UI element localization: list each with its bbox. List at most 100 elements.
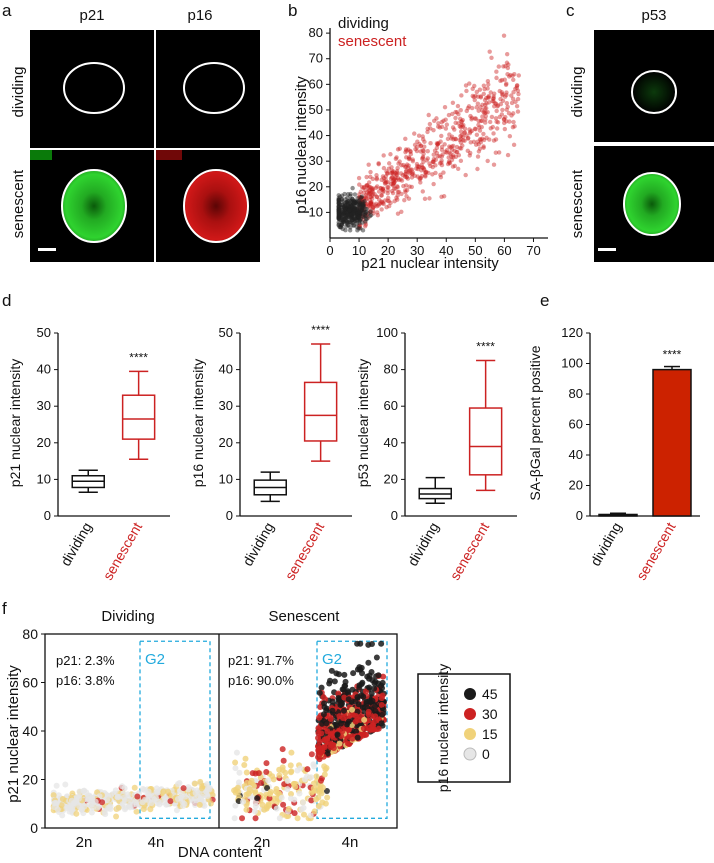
scatter-point-senescent <box>453 115 458 121</box>
y-tick-label: 40 <box>309 128 323 143</box>
scatter-point-dividing <box>80 787 87 794</box>
scatter-point-senescent <box>366 684 373 691</box>
x-tick-label: 4n <box>148 834 165 851</box>
scatter-point-senescent <box>447 150 452 155</box>
scatter-point-senescent <box>396 177 402 183</box>
scatter-point-senescent <box>439 162 445 168</box>
scatter-point-senescent <box>439 119 445 125</box>
scatter-point-senescent <box>381 201 386 207</box>
scatter-point-senescent <box>513 99 518 105</box>
scatter-point-senescent <box>249 770 256 777</box>
y-tick-label: 10 <box>219 471 233 486</box>
y-tick-label: 100 <box>561 356 583 371</box>
scatter-point-senescent <box>395 147 401 152</box>
scatter-point-dividing <box>336 193 341 198</box>
scatter-point-senescent <box>480 114 485 119</box>
scatter-point-senescent <box>467 153 472 158</box>
panel-b: b dividing senescent p21 nuclear intensi… <box>288 1 548 272</box>
scatter-point-senescent <box>368 200 373 206</box>
scatter-point-senescent <box>459 93 464 98</box>
scatter-point-senescent <box>263 760 270 767</box>
scatter-point-senescent <box>498 78 503 83</box>
scatter-point-senescent <box>459 119 464 124</box>
scatter-point-senescent <box>406 165 411 171</box>
scatter-point-senescent <box>381 175 387 181</box>
scatter-point-senescent <box>357 640 364 647</box>
scatter-point-dividing <box>191 780 198 787</box>
y-tick-label: 20 <box>37 435 51 450</box>
scatter-point-senescent <box>265 777 272 784</box>
scatter-point-senescent <box>261 806 268 813</box>
scatter-point-senescent <box>395 175 401 181</box>
scatter-point-senescent <box>505 65 511 71</box>
scatter-point-senescent <box>405 176 411 181</box>
scatter-point-senescent <box>379 193 384 198</box>
scatter-point-senescent <box>374 184 380 189</box>
scatter-point-senescent <box>491 94 496 99</box>
scatter-point-senescent <box>323 788 330 795</box>
scatter-point-senescent <box>366 162 371 167</box>
significance-marker: **** <box>663 348 682 362</box>
scale-bar <box>38 248 56 251</box>
scatter-point-senescent <box>378 701 385 708</box>
y-tick-label: 10 <box>309 204 323 219</box>
scatter-point-senescent <box>418 180 423 185</box>
scatter-point-senescent <box>407 184 412 189</box>
scatter-point-senescent <box>460 124 465 129</box>
scatter-point-senescent <box>426 112 431 118</box>
scatter-point-senescent <box>320 694 327 701</box>
legend-dividing: dividing <box>338 15 389 32</box>
scatter-point-senescent <box>439 158 444 163</box>
scatter-point-senescent <box>379 711 386 718</box>
scatter-point-senescent <box>454 144 460 150</box>
scatter-point-senescent <box>505 72 510 77</box>
scatter-point-senescent <box>390 170 395 175</box>
scatter-point-dividing <box>360 213 365 219</box>
scatter-point-senescent <box>447 132 452 137</box>
scatter-point-dividing <box>191 795 198 802</box>
scatter-point-senescent <box>511 77 516 82</box>
scatter-point-senescent <box>415 174 420 179</box>
scatter-point-senescent <box>487 137 492 142</box>
scatter-point-senescent <box>458 140 464 145</box>
scatter-point-senescent <box>368 184 373 190</box>
scatter-point-senescent <box>512 124 517 129</box>
scatter-point-senescent <box>516 91 521 97</box>
scatter-point-senescent <box>475 139 480 144</box>
scatter-point-senescent <box>431 159 436 165</box>
scatter-point-senescent <box>232 765 239 772</box>
y-tick-label: 80 <box>22 626 38 642</box>
significance-marker: **** <box>311 323 330 337</box>
scatter-point-senescent <box>378 640 385 647</box>
y-tick-label: 20 <box>22 772 38 788</box>
scatter-point-senescent <box>427 121 433 127</box>
scatter-point-senescent <box>481 109 486 115</box>
box-chart-p53: 0 20 40 60 80 100 dividing senescent **** <box>376 325 517 583</box>
scatter-point-senescent <box>329 707 336 714</box>
scatter-point-senescent <box>301 776 308 783</box>
scatter-point-senescent <box>457 146 463 151</box>
scatter-point-senescent <box>391 172 396 177</box>
scatter-point-senescent <box>367 197 372 203</box>
scatter-point-senescent <box>404 175 409 180</box>
panel-a: a p21 p16 dividing senescent <box>2 1 260 262</box>
scatter-point-senescent <box>402 197 407 203</box>
scatter-point-senescent <box>373 185 379 191</box>
scatter-point-senescent <box>231 815 238 822</box>
scatter-point-senescent <box>246 786 253 793</box>
scatter-point-senescent <box>514 85 519 90</box>
scatter-point-senescent <box>498 101 504 107</box>
scatter-point-senescent <box>504 51 510 57</box>
scatter-point-dividing <box>340 199 345 204</box>
y-tick-label: 0 <box>226 508 233 523</box>
scatter-point-senescent <box>407 168 413 174</box>
scatter-point-senescent <box>370 722 377 729</box>
scatter-point-senescent <box>363 187 368 193</box>
scatter-dna-content: 0 20 40 60 80 2n 4n 2n 4n <box>22 626 398 851</box>
scatter-point-senescent <box>500 107 505 113</box>
scatter-point-senescent <box>456 121 461 126</box>
scatter-point-senescent <box>449 154 454 159</box>
scatter-point-senescent <box>422 144 427 149</box>
neighbor-cell-green <box>30 150 52 160</box>
scatter-point-senescent <box>385 191 390 196</box>
